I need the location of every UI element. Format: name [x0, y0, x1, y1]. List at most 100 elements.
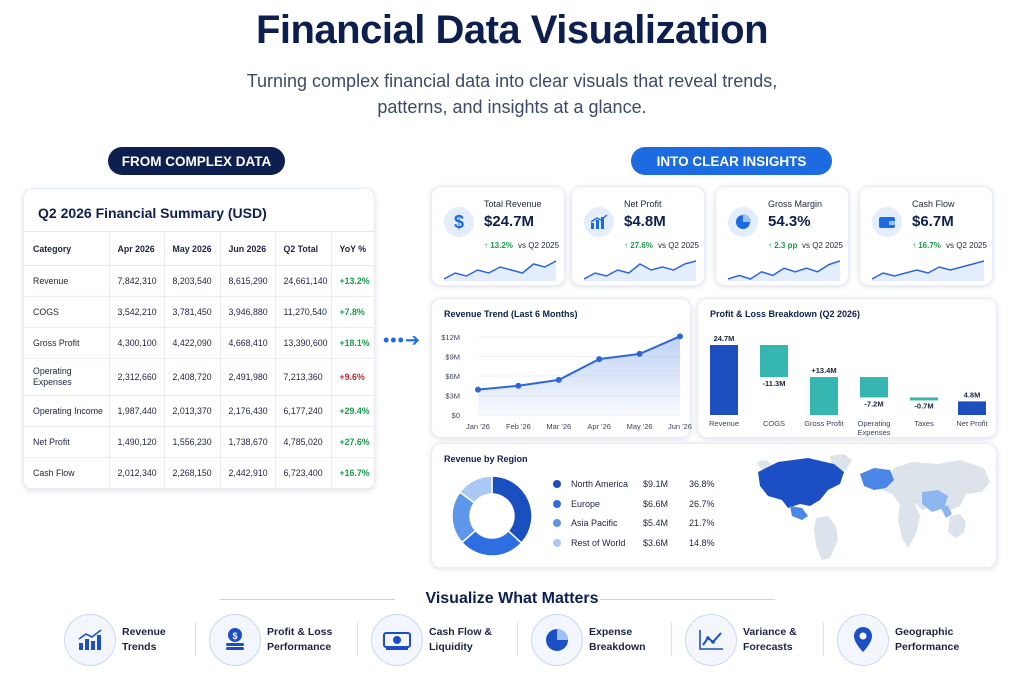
kpi-comparison: vs Q2 2025: [518, 241, 559, 250]
table-row: Cash Flow 2,012,340 2,268,150 2,442,910 6,72…: [25, 457, 375, 489]
trend-point: [677, 333, 683, 340]
legend-item: Rest of World $3.6M 14.8%: [553, 538, 735, 548]
financial-summary-table: Category Apr 2026 May 2026 Jun 2026 Q2 T…: [25, 231, 375, 489]
legend-percent: 36.8%: [689, 479, 715, 489]
value-cell: 6,177,240: [274, 395, 331, 427]
table-title: Q2 2026 Financial Summary (USD): [38, 205, 267, 221]
donut-slice: [491, 475, 533, 545]
value-cell: 24,661,140: [274, 265, 331, 297]
region-title: Revenue by Region: [444, 454, 528, 464]
kpi-value: $4.8M: [624, 213, 666, 230]
value-cell: 6,723,400: [274, 457, 331, 489]
feature-label: Expense Breakdown: [589, 626, 646, 653]
value-cell: 3,946,880: [219, 296, 275, 328]
kpi-change: ↑ 27.6%: [624, 241, 653, 250]
category-label: Net Profit: [956, 419, 988, 428]
yoy-cell: +27.6%: [330, 426, 375, 458]
feature-separator: [671, 622, 672, 656]
pie-chart-icon: [531, 614, 583, 666]
bar-data-label: -11.3M: [763, 379, 786, 388]
donut-slice: [458, 475, 493, 504]
waterfall-bar: [710, 345, 738, 415]
x-tick-label: Mar '26: [546, 422, 571, 431]
y-tick-label: $12M: [441, 333, 460, 342]
yoy-cell: +9.6%: [330, 358, 375, 396]
yoy-cell: +13.2%: [330, 265, 375, 297]
flow-arrow-icon: •••➔: [383, 330, 421, 350]
sparkline-line: [444, 260, 556, 280]
legend-item: Europe $6.6M 26.7%: [553, 499, 735, 509]
value-cell: 7,213,360: [274, 358, 331, 396]
category-label: Gross Profit: [804, 419, 845, 428]
yoy-cell: +16.7%: [330, 457, 375, 489]
wallet-icon: [872, 207, 902, 237]
dollar-icon: $: [444, 207, 474, 237]
trend-point: [515, 382, 522, 389]
row-category: Net Profit: [25, 426, 109, 458]
divider: [600, 599, 775, 600]
category-label: Operating: [858, 419, 891, 428]
legend-region: North America: [571, 479, 629, 489]
sparkline-line: [872, 260, 984, 280]
value-cell: 4,785,020: [274, 426, 331, 458]
kpi-comparison: vs Q2 2025: [802, 241, 843, 250]
svg-text:$: $: [232, 631, 237, 641]
row-category: COGS: [25, 296, 109, 328]
kpi-change: ↑ 2.3 pp: [768, 241, 798, 250]
value-cell: 4,422,090: [163, 327, 220, 359]
y-tick-label: $0: [452, 411, 460, 420]
column-header: Category: [25, 231, 109, 266]
legend-swatch: [553, 538, 561, 547]
legend-region: Europe: [571, 498, 601, 509]
bar-data-label: 24.7M: [714, 334, 735, 343]
y-tick-label: $6M: [445, 372, 460, 381]
legend-swatch: [553, 499, 561, 508]
waterfall-bar: [860, 377, 888, 398]
kpi-label: Gross Margin: [768, 199, 823, 209]
value-cell: 8,615,290: [219, 265, 275, 297]
legend-item: Asia Pacific $5.4M 21.7%: [553, 518, 735, 528]
kpi-value: $24.7M: [484, 213, 535, 230]
profit-loss-card: Profit & Loss Breakdown (Q2 2026) 24.7M R…: [697, 298, 997, 438]
feature-separator: [195, 622, 196, 656]
kpi-sparkline: [728, 260, 840, 281]
waterfall-bar: [810, 377, 838, 415]
waterfall-bar: [910, 397, 938, 401]
profit-loss-chart: 24.7M Revenue -11.3M COGS +13.4M Gross Profit…: [709, 334, 989, 437]
column-header: Jun 2026: [219, 231, 275, 266]
page-title: Financial Data Visualization: [255, 8, 769, 52]
category-label: COGS: [763, 419, 785, 428]
x-tick-label: Apr '26: [587, 422, 611, 431]
value-cell: 8,203,540: [163, 265, 220, 297]
kpi-value: $6.7M: [912, 213, 954, 230]
value-cell: 3,542,210: [108, 296, 164, 328]
category-label: Expenses: [858, 428, 891, 437]
row-category: Operating Expenses: [25, 358, 109, 396]
kpi-sparkline: [444, 260, 556, 281]
legend-amount: $3.6M: [643, 537, 669, 548]
legend-amount: $9.1M: [643, 479, 669, 489]
category-label: Taxes: [914, 419, 934, 428]
value-cell: 1,556,230: [163, 426, 220, 458]
value-cell: 3,781,450: [163, 296, 220, 328]
world-map-icon: [756, 454, 990, 560]
legend-region: Asia Pacific: [571, 518, 618, 528]
visualize-title: Visualize What Matters: [425, 590, 599, 607]
revenue-by-region-card: Revenue by Region North America $9.1M 36.8…: [431, 443, 997, 568]
feature-label: Profit & Loss Performance: [267, 626, 333, 653]
feature-separator: [823, 622, 824, 656]
x-tick-label: Jan '26: [466, 422, 490, 431]
value-cell: 2,013,370: [163, 395, 220, 427]
waterfall-bar: [958, 401, 986, 415]
legend-swatch: [553, 519, 561, 527]
column-header: YoY %: [330, 231, 375, 266]
kpi-card: Net Profit $4.8M ↑ 27.6% vs Q2 2025: [571, 186, 705, 286]
coin-stack-icon: $: [209, 614, 261, 666]
bar-data-label: -0.7M: [914, 401, 933, 410]
x-tick-label: Feb '26: [506, 422, 531, 431]
column-header: Q2 Total: [274, 231, 331, 266]
y-tick-label: $9M: [445, 353, 460, 362]
kpi-comparison: vs Q2 2025: [658, 241, 699, 250]
feature-separator: [357, 622, 358, 656]
value-cell: 4,300,100: [108, 327, 164, 359]
